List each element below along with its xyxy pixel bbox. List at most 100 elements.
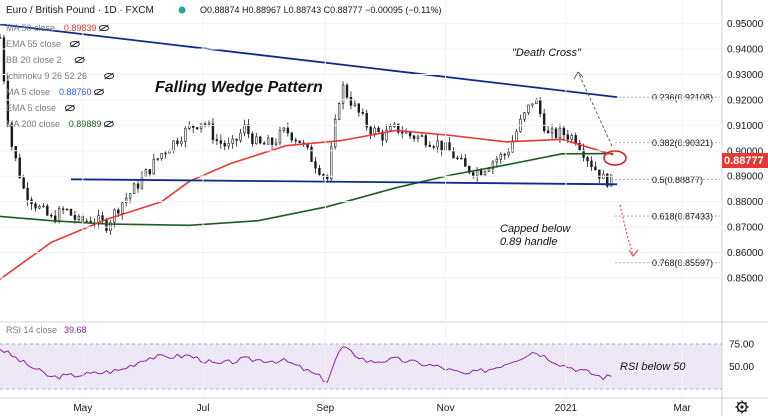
candle-body bbox=[542, 113, 546, 132]
candle-body bbox=[570, 135, 573, 140]
candle-body bbox=[432, 146, 435, 148]
candle-body bbox=[499, 154, 502, 160]
rsi-note: RSI below 50 bbox=[620, 361, 686, 373]
price-tick-label: 0.88000 bbox=[727, 197, 764, 208]
price-tick-label: 0.92000 bbox=[727, 95, 764, 106]
ma200-line bbox=[0, 152, 614, 227]
time-tick-label: Mar bbox=[674, 403, 692, 414]
candle-body bbox=[341, 84, 345, 104]
candle-body bbox=[424, 135, 428, 146]
candle-body bbox=[527, 104, 530, 113]
candle-body bbox=[266, 137, 270, 145]
candle-body bbox=[65, 208, 69, 211]
candle-body bbox=[495, 158, 499, 163]
candle-body bbox=[377, 127, 380, 133]
candle-body bbox=[578, 142, 581, 151]
candle-body bbox=[566, 134, 570, 140]
candle-body bbox=[164, 152, 167, 155]
candle-body bbox=[531, 103, 534, 106]
candle-body bbox=[128, 193, 132, 199]
candle-body bbox=[606, 173, 609, 187]
candle-body bbox=[34, 203, 37, 209]
hidden-eye-icon[interactable] bbox=[103, 120, 114, 128]
candle-body bbox=[401, 131, 404, 134]
pattern-title: Falling Wedge Pattern bbox=[155, 79, 323, 96]
price-tick-label: 0.95000 bbox=[727, 19, 764, 30]
candle-body bbox=[219, 140, 223, 144]
candle-body bbox=[318, 167, 321, 175]
candle-body bbox=[132, 183, 136, 194]
candle-body bbox=[475, 170, 479, 176]
gear-icon[interactable] bbox=[735, 400, 749, 414]
time-tick-label: 2021 bbox=[555, 403, 578, 414]
candle-body bbox=[14, 146, 17, 159]
candle-body bbox=[503, 154, 506, 156]
price-tick-label: 0.86000 bbox=[727, 248, 764, 259]
candle-body bbox=[330, 146, 333, 180]
candle-body bbox=[0, 37, 2, 39]
fib-label: 0.5(0.88877) bbox=[652, 175, 703, 185]
candle-body bbox=[515, 131, 518, 142]
candle-body bbox=[26, 187, 29, 201]
hidden-eye-icon[interactable] bbox=[104, 72, 115, 80]
candle-body bbox=[57, 208, 61, 223]
candle-body bbox=[259, 136, 262, 144]
candle-body bbox=[550, 128, 554, 134]
candle-body bbox=[223, 143, 226, 147]
candle-body bbox=[42, 205, 45, 208]
candle-body bbox=[452, 150, 455, 159]
candle-body bbox=[314, 161, 317, 169]
candle-body bbox=[440, 140, 443, 151]
death-cross-label: "Death Cross" bbox=[512, 47, 582, 59]
candle-body bbox=[61, 208, 65, 210]
wedge-lines bbox=[0, 23, 618, 186]
candle-body bbox=[558, 127, 562, 138]
symbol-title: Euro / British Pound · 1D · FXCM bbox=[6, 5, 154, 16]
time-tick-label: Sep bbox=[316, 403, 334, 414]
candle-body bbox=[507, 151, 510, 156]
candle-body bbox=[274, 142, 278, 145]
candle-body bbox=[50, 214, 53, 217]
hidden-eye-icon[interactable] bbox=[74, 56, 85, 64]
candle-body bbox=[483, 170, 487, 176]
price-tick-label: 0.93000 bbox=[727, 70, 764, 81]
price-tag bbox=[722, 153, 768, 168]
projection-arrowhead bbox=[628, 249, 639, 257]
candle-body bbox=[373, 127, 376, 135]
price-tag-value: 0.88777 bbox=[724, 155, 764, 167]
candle-body bbox=[369, 126, 372, 135]
projection-arrow bbox=[619, 204, 634, 256]
candle-body bbox=[554, 128, 558, 138]
candle-body bbox=[298, 140, 301, 144]
candle-body bbox=[124, 197, 128, 204]
candle-body bbox=[546, 130, 550, 134]
time-tick-label: Nov bbox=[437, 403, 455, 414]
candle-body bbox=[54, 215, 57, 223]
candle-body bbox=[357, 103, 361, 113]
candle-body bbox=[479, 170, 483, 176]
candle-body bbox=[195, 127, 199, 130]
hidden-eye-icon[interactable] bbox=[69, 40, 80, 48]
indicator-value: 0.89889 bbox=[69, 119, 102, 129]
candle-body bbox=[460, 157, 463, 160]
candle-body bbox=[109, 222, 112, 231]
indicator-value: 0.89839 bbox=[64, 23, 97, 33]
candle-body bbox=[491, 161, 495, 170]
candle-body bbox=[353, 103, 357, 106]
ohlc-readout: O0.88874 H0.88967 L0.88743 C0.88777 −0.0… bbox=[200, 5, 442, 15]
candle-body bbox=[385, 129, 388, 141]
time-axis: May Jul Sep Nov 2021 Mar bbox=[73, 0, 691, 414]
candle-body bbox=[199, 123, 203, 130]
hidden-eye-icon[interactable] bbox=[64, 104, 75, 112]
candle-body bbox=[310, 146, 313, 162]
hidden-eye-icon[interactable] bbox=[94, 88, 104, 96]
candle-body bbox=[140, 176, 144, 189]
indicator-name: EMA 5 close bbox=[6, 103, 56, 113]
candle-body bbox=[85, 220, 88, 223]
indicator-name: EMA 55 close bbox=[6, 39, 61, 49]
candle-body bbox=[468, 165, 471, 173]
hidden-eye-icon[interactable] bbox=[98, 24, 109, 32]
candle-body bbox=[270, 137, 274, 145]
